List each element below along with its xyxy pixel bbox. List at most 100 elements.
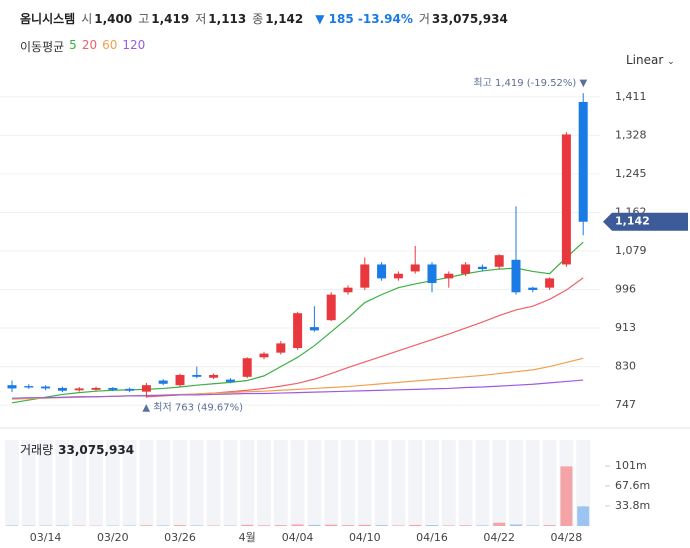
volume-tick-label: 67.6m: [615, 479, 650, 492]
candle-body: [528, 287, 538, 290]
volume-bar: [140, 525, 153, 526]
volume-bar: [258, 525, 270, 526]
candle-body: [175, 374, 185, 386]
candle-body: [108, 387, 118, 390]
x-tick-label: 04/22: [483, 531, 515, 544]
candle-body: [7, 385, 17, 389]
candle-body: [141, 385, 151, 392]
stat-value: 1,142: [265, 12, 304, 26]
header: 옴니시스템 시 1,400 고 1,419 저 1,113 종 1,142 ▼ 185 -13…: [20, 10, 508, 27]
x-tick-label: 04/10: [349, 531, 381, 544]
volume-bar: [526, 525, 539, 526]
volume-bar: [476, 525, 489, 526]
ma-legend-item: 20: [81, 38, 98, 52]
stat-value: 33,075,934: [431, 12, 508, 26]
column-bg: [374, 440, 389, 526]
column-bg: [139, 440, 154, 526]
column-bg: [173, 440, 187, 526]
volume-bar: [560, 466, 573, 526]
column-bg: [425, 440, 439, 526]
volume-tick-label: 101m: [615, 459, 647, 472]
scale-label[interactable]: Linear: [626, 53, 664, 67]
candle-body: [461, 264, 471, 274]
high-annotation: 최고 1,419 (-19.52%) ▼: [473, 77, 587, 89]
stats: 시 1,400 고 1,419 저 1,113 종 1,142: [81, 10, 309, 27]
volume-bar: [325, 524, 338, 526]
candle-body: [393, 273, 403, 279]
stat-label: 고: [138, 12, 150, 26]
candle-body: [74, 388, 84, 391]
candle-body: [242, 358, 252, 377]
column-bg: [509, 440, 523, 526]
volume-bar: [291, 524, 304, 526]
stat-label: 저: [195, 12, 207, 26]
ma-line: [11, 241, 584, 404]
column-bg: [525, 440, 540, 526]
candle-body: [125, 388, 135, 391]
candle-body: [259, 353, 269, 358]
ma-line: [11, 379, 584, 399]
volume-bar: [392, 525, 405, 526]
x-tick-label: 03/20: [97, 531, 129, 544]
stat: 종 1,142: [252, 12, 303, 26]
column-bg: [189, 440, 204, 526]
candle-body: [427, 264, 437, 284]
volume-bar: [543, 525, 556, 526]
column-bg: [576, 440, 591, 526]
scale-toggle[interactable]: Linear ⌄: [626, 53, 675, 67]
volume-bar: [426, 525, 438, 526]
candle-body: [192, 374, 202, 377]
candle-body: [545, 278, 555, 288]
candle-body: [377, 264, 387, 279]
volume-bar: [510, 524, 522, 526]
volume-bar: [342, 525, 354, 526]
volume-bar: [190, 525, 203, 526]
column-bg: [391, 440, 406, 526]
candle-body: [477, 266, 487, 270]
column-bg: [408, 440, 423, 526]
column-bg: [21, 440, 36, 526]
volume-bar: [442, 525, 455, 526]
column-bg: [206, 440, 221, 526]
volume-bar: [358, 524, 371, 526]
column-bg: [38, 440, 53, 526]
volume-bar: [375, 525, 388, 526]
candle-body: [158, 380, 168, 384]
candle-body: [225, 379, 235, 382]
volume-bar: [409, 524, 422, 526]
stat-value: 1,400: [94, 12, 133, 26]
stock-name: 옴니시스템: [20, 12, 76, 26]
x-tick-label: 04/16: [416, 531, 448, 544]
y-tick-label: 747: [615, 398, 636, 411]
stat: 저 1,113: [195, 12, 246, 26]
y-tick-label: 996: [615, 283, 636, 296]
volume-bar: [241, 524, 254, 526]
candle-body: [360, 264, 370, 288]
y-tick-label: 830: [615, 360, 636, 373]
y-tick-label: 913: [615, 321, 636, 334]
candle-body: [276, 343, 286, 353]
low-annotation: ▲ 최저 763 (49.67%): [142, 402, 243, 414]
column-bg: [475, 440, 490, 526]
candle-body: [444, 273, 454, 279]
candle-body: [41, 386, 51, 389]
volume-title: 거래량 33,075,934: [20, 443, 134, 457]
column-bg: [492, 440, 507, 526]
last-price-tag: [603, 212, 688, 231]
column-bg: [324, 440, 339, 526]
candle-body: [209, 374, 219, 378]
column-bg: [5, 440, 19, 526]
volume-bar: [56, 525, 69, 526]
column-bg: [273, 440, 288, 526]
volume-bar: [6, 525, 18, 526]
y-tick-label: 1,079: [615, 244, 647, 257]
stat-label: 시: [81, 12, 93, 26]
candle-body: [24, 386, 34, 388]
ma-legend-item: 60: [102, 38, 118, 52]
stat-label: 종: [252, 12, 264, 26]
x-tick-label: 04/04: [282, 531, 314, 544]
x-tick-label: 04/28: [551, 531, 583, 544]
candle-body: [91, 387, 101, 390]
candle-body: [326, 294, 336, 321]
